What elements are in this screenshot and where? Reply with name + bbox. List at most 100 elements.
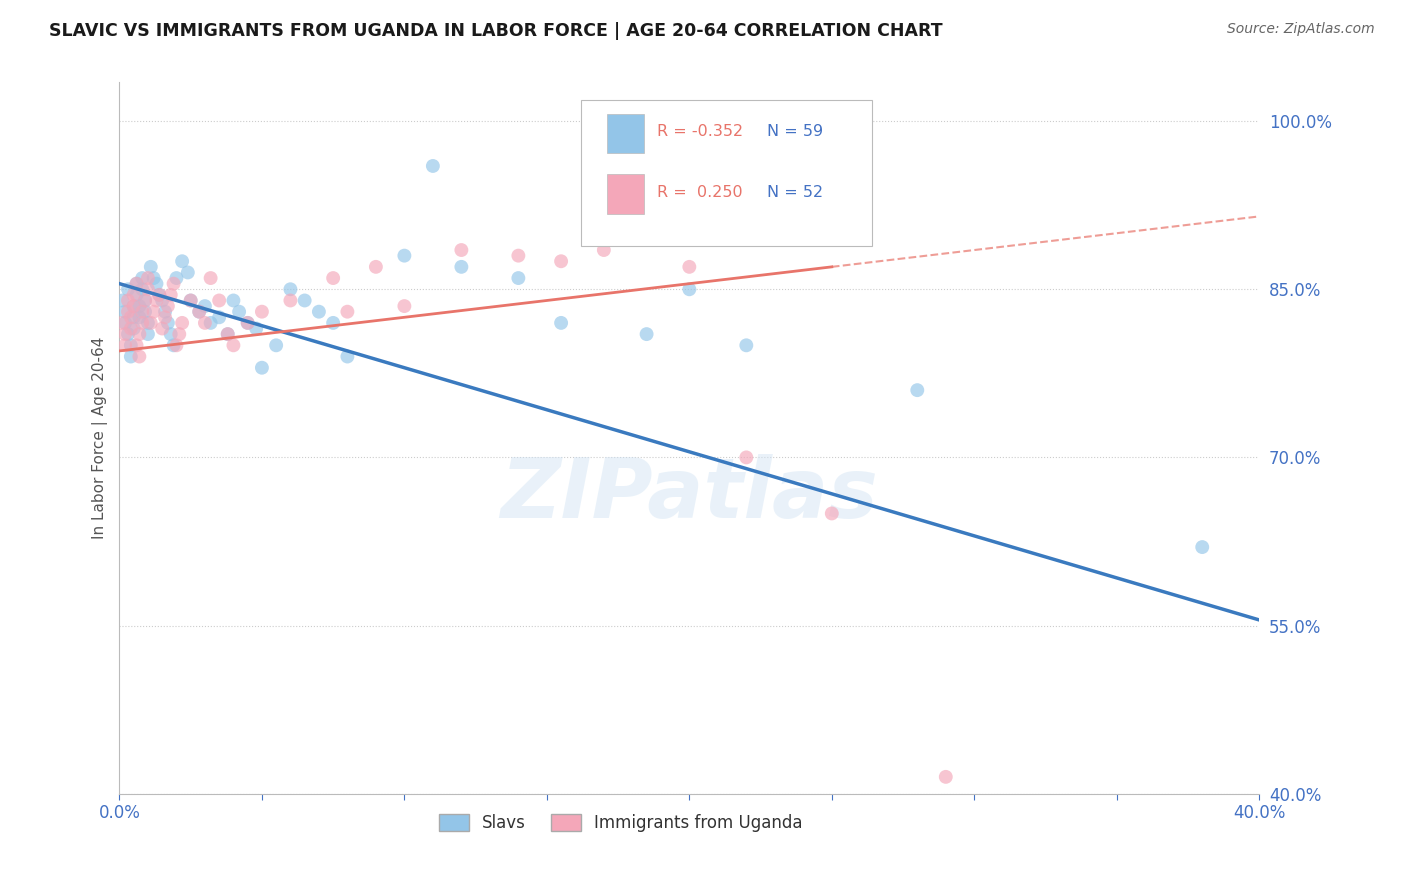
Point bbox=[177, 265, 200, 279]
Point bbox=[222, 293, 245, 308]
Point bbox=[117, 282, 139, 296]
Point bbox=[322, 316, 344, 330]
Point bbox=[394, 249, 416, 263]
Point bbox=[188, 304, 211, 318]
Point bbox=[450, 243, 472, 257]
Point bbox=[148, 288, 170, 302]
Point bbox=[336, 350, 359, 364]
Point bbox=[136, 282, 159, 296]
Point bbox=[905, 383, 928, 397]
Point bbox=[134, 293, 156, 308]
Point bbox=[208, 293, 231, 308]
Point bbox=[592, 243, 614, 257]
Point bbox=[125, 338, 148, 352]
Point bbox=[142, 304, 165, 318]
Point bbox=[735, 450, 758, 465]
Point bbox=[114, 304, 136, 318]
Text: SLAVIC VS IMMIGRANTS FROM UGANDA IN LABOR FORCE | AGE 20-64 CORRELATION CHART: SLAVIC VS IMMIGRANTS FROM UGANDA IN LABO… bbox=[49, 22, 943, 40]
Point bbox=[122, 299, 145, 313]
Point bbox=[678, 282, 700, 296]
Point bbox=[128, 327, 150, 342]
Point bbox=[162, 338, 184, 352]
Point bbox=[217, 327, 239, 342]
Text: N = 59: N = 59 bbox=[766, 124, 823, 139]
Point bbox=[131, 271, 153, 285]
Point bbox=[139, 260, 162, 274]
Point bbox=[678, 260, 700, 274]
Point bbox=[180, 293, 202, 308]
Point bbox=[294, 293, 316, 308]
Point bbox=[228, 304, 250, 318]
Point bbox=[122, 299, 145, 313]
Point bbox=[136, 271, 159, 285]
Point bbox=[1191, 540, 1213, 554]
Legend: Slavs, Immigrants from Uganda: Slavs, Immigrants from Uganda bbox=[432, 807, 810, 838]
Point bbox=[550, 254, 572, 268]
Point bbox=[145, 277, 167, 291]
FancyBboxPatch shape bbox=[607, 114, 644, 153]
Point bbox=[131, 282, 153, 296]
Point bbox=[821, 507, 844, 521]
FancyBboxPatch shape bbox=[607, 175, 644, 213]
Point bbox=[139, 316, 162, 330]
Point bbox=[134, 304, 156, 318]
Point bbox=[136, 316, 159, 330]
Point bbox=[180, 293, 202, 308]
Point bbox=[136, 327, 159, 342]
Y-axis label: In Labor Force | Age 20-64: In Labor Force | Age 20-64 bbox=[93, 336, 108, 539]
Text: Source: ZipAtlas.com: Source: ZipAtlas.com bbox=[1227, 22, 1375, 37]
Point bbox=[200, 271, 222, 285]
Point bbox=[122, 288, 145, 302]
Point bbox=[364, 260, 387, 274]
Point bbox=[450, 260, 472, 274]
Point bbox=[131, 304, 153, 318]
Point bbox=[156, 299, 179, 313]
Point bbox=[550, 316, 572, 330]
Point bbox=[322, 271, 344, 285]
Point bbox=[120, 338, 142, 352]
Text: R = -0.352: R = -0.352 bbox=[658, 124, 744, 139]
Point bbox=[111, 316, 134, 330]
Text: N = 52: N = 52 bbox=[766, 185, 823, 200]
Point bbox=[245, 321, 267, 335]
Point bbox=[172, 316, 194, 330]
Point bbox=[128, 350, 150, 364]
Point bbox=[120, 350, 142, 364]
Point bbox=[169, 327, 191, 342]
Point bbox=[153, 310, 176, 325]
Point bbox=[111, 293, 134, 308]
Point bbox=[145, 293, 167, 308]
Point bbox=[131, 316, 153, 330]
Point bbox=[308, 304, 330, 318]
Point bbox=[188, 304, 211, 318]
Point bbox=[236, 316, 259, 330]
Point bbox=[150, 293, 173, 308]
Point bbox=[194, 316, 217, 330]
Point bbox=[394, 299, 416, 313]
Point bbox=[153, 304, 176, 318]
Point bbox=[208, 310, 231, 325]
Text: ZIPatlas: ZIPatlas bbox=[501, 454, 879, 535]
Point bbox=[148, 288, 170, 302]
Point bbox=[264, 338, 287, 352]
Point bbox=[422, 159, 444, 173]
Point bbox=[120, 321, 142, 335]
Point bbox=[159, 327, 181, 342]
Point bbox=[336, 304, 359, 318]
Point bbox=[165, 271, 187, 285]
Point bbox=[120, 310, 142, 325]
Point bbox=[114, 316, 136, 330]
Point bbox=[217, 327, 239, 342]
Point bbox=[125, 277, 148, 291]
Point bbox=[125, 277, 148, 291]
Point bbox=[280, 293, 302, 308]
Point bbox=[636, 327, 658, 342]
Point bbox=[165, 338, 187, 352]
Point bbox=[122, 321, 145, 335]
Point bbox=[935, 770, 957, 784]
Point bbox=[117, 293, 139, 308]
Point bbox=[280, 282, 302, 296]
Point bbox=[250, 360, 273, 375]
Point bbox=[200, 316, 222, 330]
Point bbox=[508, 271, 530, 285]
